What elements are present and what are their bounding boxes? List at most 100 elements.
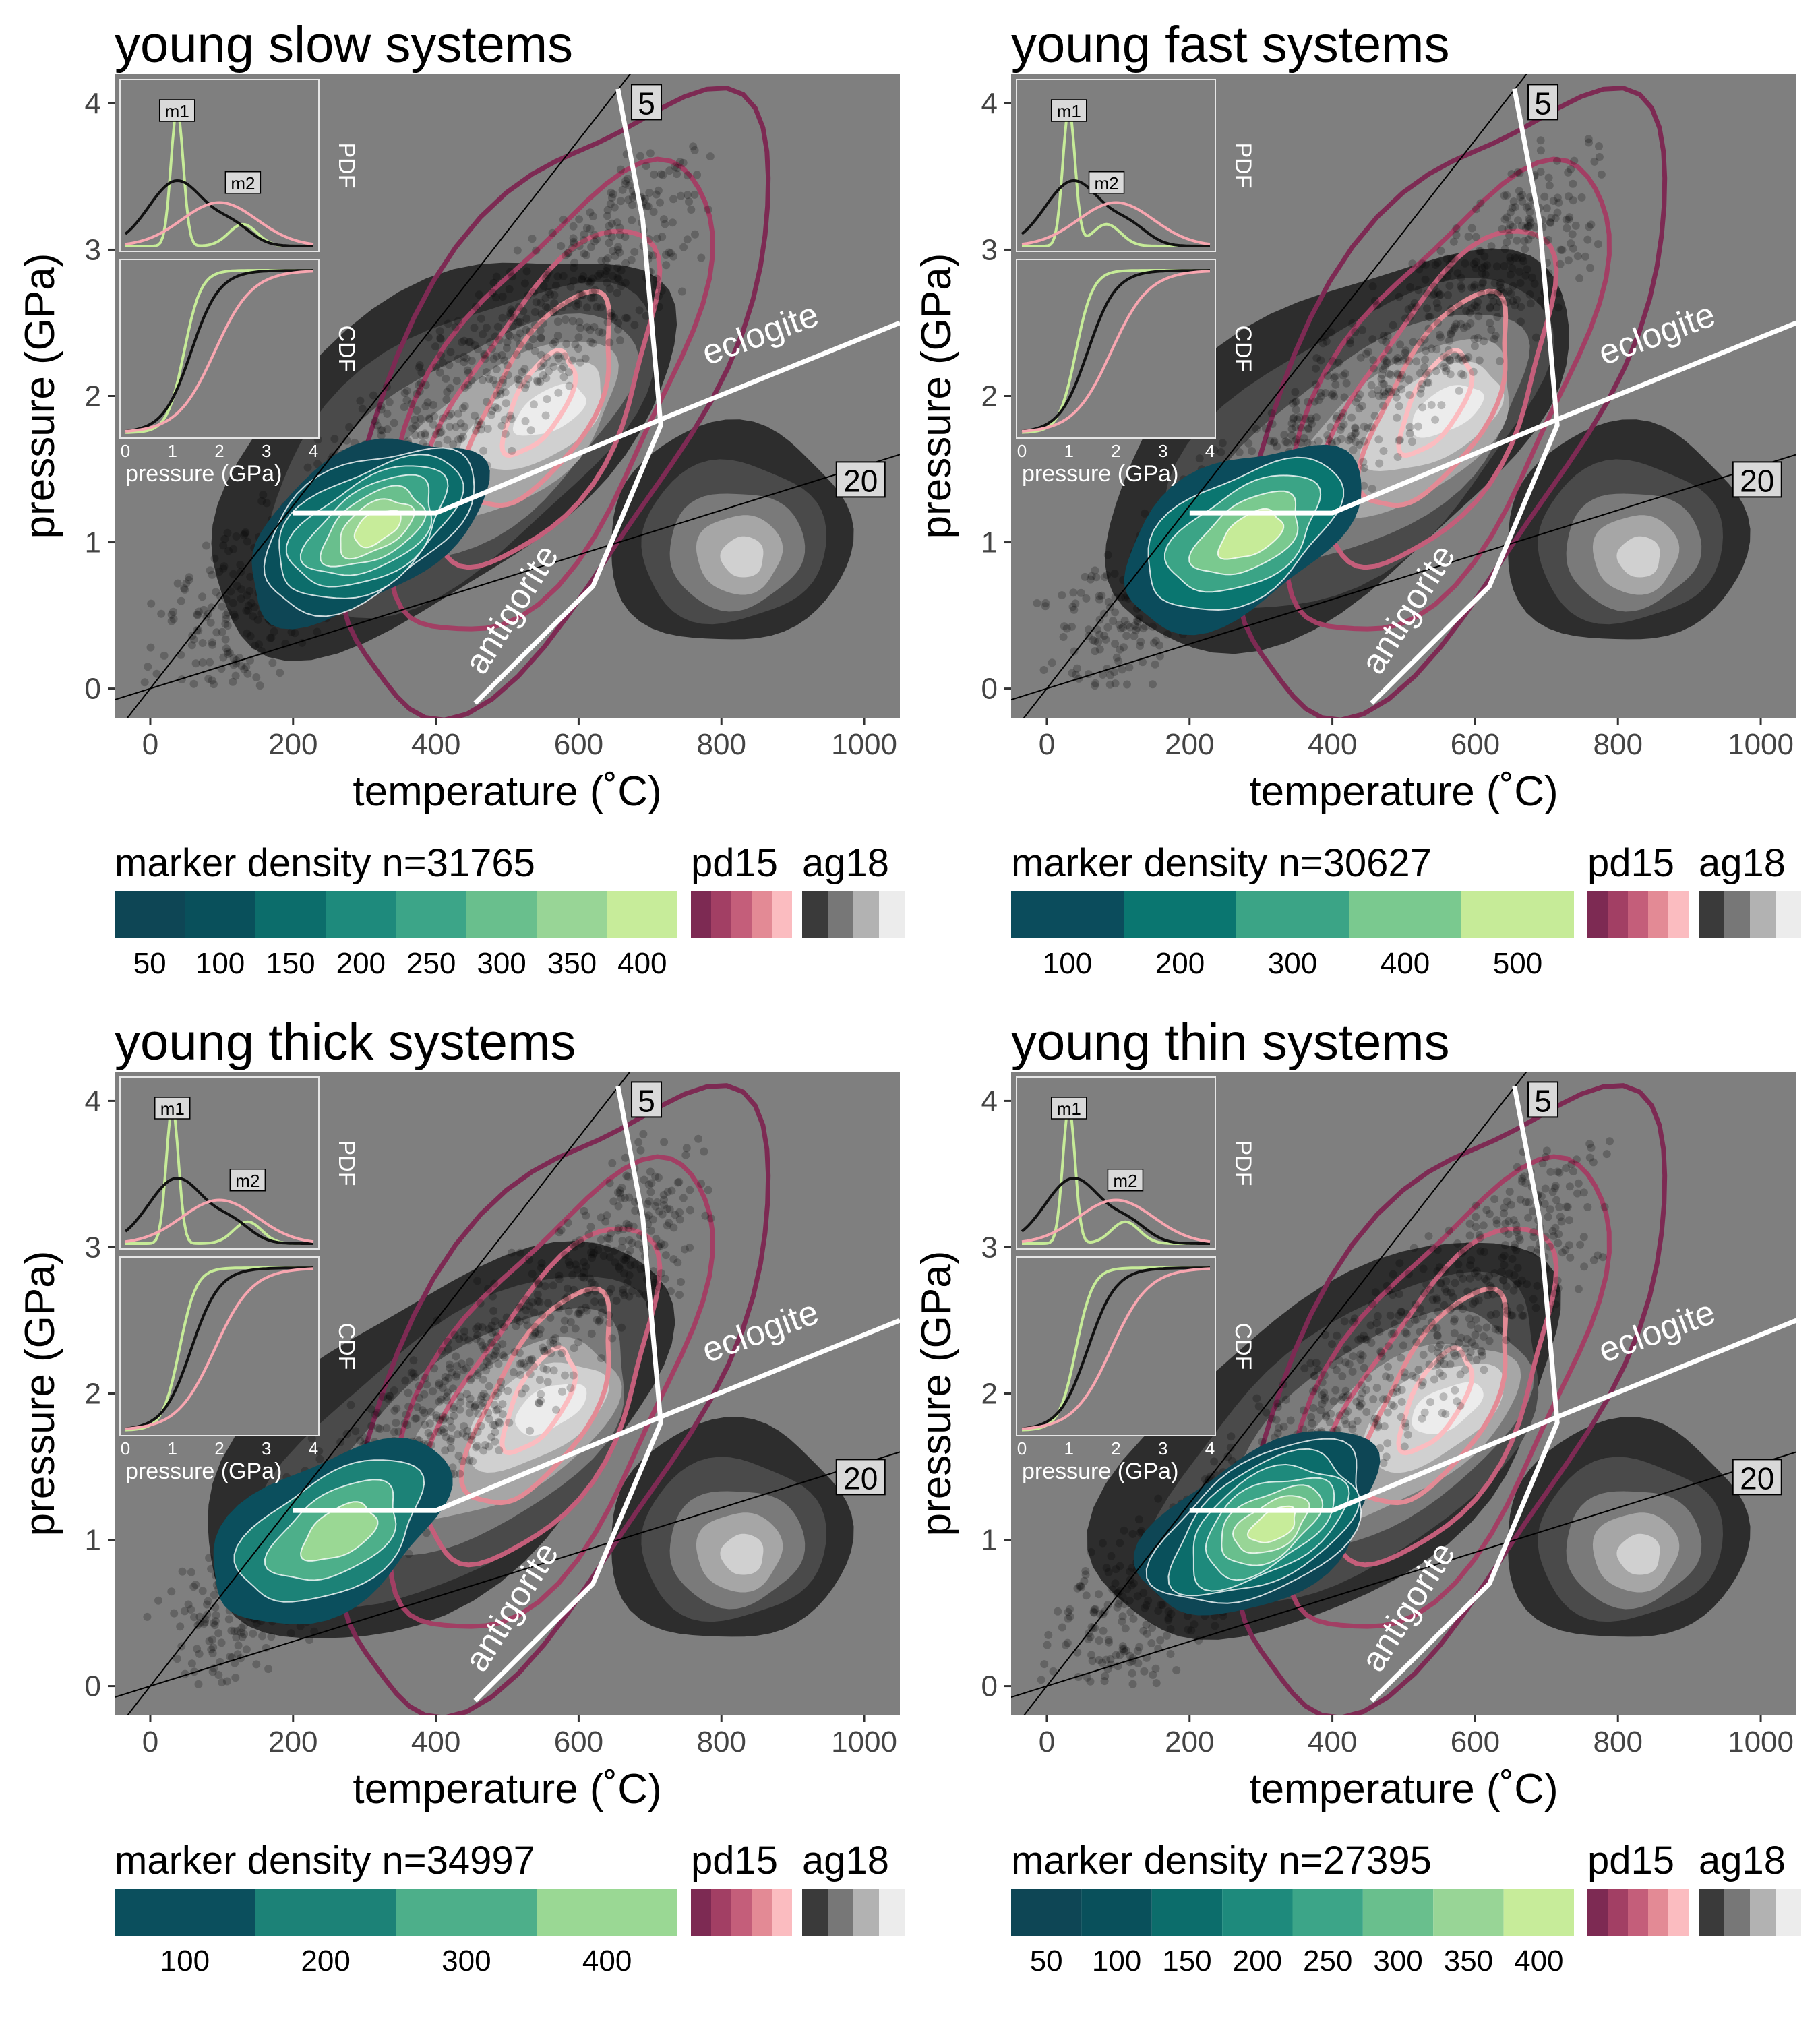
y-axis-label: pressure (GPa): [17, 253, 63, 539]
marker-point: [663, 1204, 671, 1213]
marker-point: [479, 330, 487, 338]
marker-point: [477, 425, 485, 434]
marker-point: [454, 1452, 463, 1460]
marker-point: [1562, 216, 1571, 224]
marker-point: [652, 190, 661, 199]
marker-point: [1577, 193, 1586, 202]
marker-point: [1125, 1596, 1134, 1605]
marker-point: [1342, 379, 1351, 388]
marker-point: [1397, 1386, 1406, 1395]
marker-point: [270, 627, 278, 636]
marker-point: [613, 274, 622, 282]
marker-point: [536, 377, 545, 386]
marker-point: [1106, 1655, 1115, 1663]
marker-point: [460, 1422, 468, 1431]
marker-point: [1419, 1264, 1428, 1273]
marker-point: [1510, 1271, 1519, 1280]
marker-point: [1500, 1203, 1509, 1212]
marker-point: [200, 1620, 208, 1628]
marker-point: [619, 1289, 627, 1297]
marker-point: [229, 570, 238, 578]
marker-point: [207, 1564, 216, 1573]
marker-point: [1517, 1177, 1526, 1186]
marker-point: [411, 1373, 419, 1382]
marker-point: [1370, 1418, 1378, 1427]
marker-point: [593, 235, 601, 244]
marker-point: [1545, 181, 1554, 190]
marker-point: [605, 1253, 614, 1262]
marker-point: [1343, 1391, 1352, 1400]
marker-point: [535, 1297, 544, 1306]
marker-point: [704, 205, 712, 214]
marker-point: [413, 406, 421, 415]
marker-point: [1379, 388, 1388, 396]
marker-point: [495, 1446, 504, 1454]
marker-point: [580, 230, 588, 239]
marker-point: [1318, 1399, 1327, 1408]
marker-point: [536, 326, 545, 335]
marker-point: [617, 266, 626, 275]
marker-point: [491, 403, 499, 412]
marker-point: [603, 1211, 611, 1220]
pd15-contour: [1315, 228, 1559, 570]
marker-point: [1447, 329, 1455, 338]
marker-point: [421, 381, 430, 390]
cdf-label: CDF: [334, 326, 359, 373]
marker-point: [434, 441, 443, 449]
marker-point: [1101, 1672, 1110, 1680]
marker-point: [1446, 370, 1455, 379]
marker-point: [620, 1194, 629, 1202]
marker-point: [1404, 1270, 1413, 1279]
marker-point: [561, 315, 570, 324]
marker-point: [515, 1304, 524, 1312]
pd15-legend-title: pd15: [691, 1839, 778, 1882]
marker-point: [589, 293, 598, 302]
marker-point: [1530, 280, 1539, 288]
marker-point: [465, 1357, 474, 1366]
marker-point: [1283, 438, 1292, 447]
marker-point: [1464, 353, 1473, 361]
geotherm-5-label-box: [1527, 1081, 1559, 1118]
marker-point: [1068, 669, 1076, 677]
marker-point: [1356, 1334, 1365, 1343]
x-tick-label: 600: [554, 1725, 603, 1758]
marker-point: [1102, 1655, 1111, 1664]
marker-point: [1290, 437, 1298, 446]
marker-point: [415, 1382, 423, 1390]
marker-point: [595, 328, 603, 336]
marker-point: [681, 1151, 690, 1159]
marker-point: [1545, 1242, 1554, 1251]
marker-point: [1507, 270, 1515, 279]
marker-point: [1424, 313, 1433, 321]
marker-point: [651, 1172, 660, 1181]
marker-point: [635, 306, 644, 315]
marker-point: [1345, 339, 1354, 348]
marker-point: [1470, 334, 1479, 343]
marker-point: [533, 377, 542, 386]
marker-point: [580, 236, 588, 245]
marker-point: [1521, 224, 1530, 233]
marker-point: [498, 378, 507, 387]
marker-point: [1097, 591, 1106, 600]
marker-point: [607, 1285, 615, 1293]
marker-point: [1118, 1593, 1127, 1601]
marker-point: [415, 381, 423, 390]
marker-point: [614, 1202, 623, 1211]
marker-point: [442, 374, 450, 383]
marker-point: [665, 1219, 673, 1227]
marker-point: [639, 1130, 648, 1138]
marker-point: [420, 1409, 429, 1417]
marker-point: [252, 673, 261, 681]
marker-point: [1258, 1438, 1267, 1446]
y-tick-label: 0: [85, 1670, 101, 1703]
marker-point: [607, 233, 616, 241]
marker-point: [477, 420, 485, 429]
marker-point: [1461, 259, 1469, 268]
marker-point: [656, 198, 664, 207]
marker-point: [1564, 256, 1573, 265]
marker-point: [609, 272, 617, 280]
marker-point: [1346, 336, 1355, 344]
marker-point: [515, 1349, 524, 1357]
marker-point: [194, 1680, 203, 1688]
